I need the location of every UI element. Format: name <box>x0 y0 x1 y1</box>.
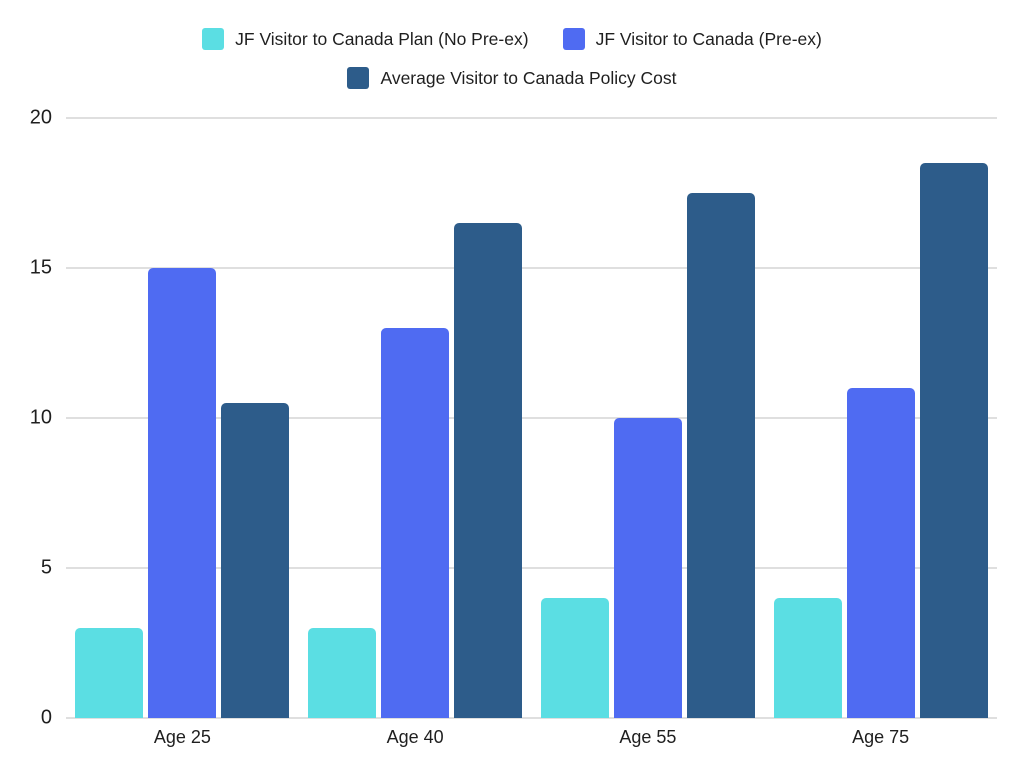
legend-label: Average Visitor to Canada Policy Cost <box>380 68 677 88</box>
x-axis-label-age-40: Age 40 <box>386 727 444 747</box>
legend-item-jf-visitor-to-canada-pre-ex: JF Visitor to Canada (Pre-ex) <box>562 28 822 50</box>
gridline-y-10 <box>66 417 997 419</box>
x-axis-labels: Age 25 Age 40 Age 55 Age 75 <box>66 727 997 748</box>
chart-legend: JF Visitor to Canada Plan (No Pre-ex) JF … <box>0 28 1024 89</box>
legend-swatch-icon <box>202 28 225 50</box>
bar-age-55-jf-visitor-to-canada-pre-ex <box>613 418 682 718</box>
legend-item-average-visitor-to-canada-policy-cost: Average Visitor to Canada Policy Cost <box>347 67 677 89</box>
legend-swatch-icon <box>347 67 370 89</box>
bar-group-age-55 <box>532 118 765 718</box>
legend-label: JF Visitor to Canada Plan (No Pre-ex) <box>235 29 529 49</box>
legend-label: JF Visitor to Canada (Pre-ex) <box>595 29 822 49</box>
legend-row-2: Average Visitor to Canada Policy Cost <box>347 67 677 89</box>
bar-age-55-jf-visitor-to-canada-plan-no-pre-ex <box>540 598 609 718</box>
bar-group-age-40 <box>299 118 532 718</box>
y-axis-tick-label: 0 <box>40 706 52 729</box>
bar-age-25-jf-visitor-to-canada-plan-no-pre-ex <box>75 628 144 718</box>
legend-row-1: JF Visitor to Canada Plan (No Pre-ex) JF … <box>202 28 822 50</box>
gridline-y-5 <box>66 567 997 569</box>
y-axis-tick-label: 10 <box>29 406 52 429</box>
y-axis-tick-label: 15 <box>29 256 52 279</box>
bar-group-age-75 <box>764 118 997 718</box>
bar-group-age-25 <box>66 118 299 718</box>
x-axis-label-age-55: Age 55 <box>619 727 677 747</box>
bar-age-25-jf-visitor-to-canada-pre-ex <box>148 268 217 718</box>
gridline-y-15 <box>66 267 997 269</box>
bar-groups <box>66 118 997 718</box>
gridline-y-20 <box>66 117 997 119</box>
bar-age-75-jf-visitor-to-canada-plan-no-pre-ex <box>773 598 842 718</box>
bar-age-75-average-visitor-to-canada-policy-cost <box>919 163 988 718</box>
bar-age-55-average-visitor-to-canada-policy-cost <box>686 193 755 718</box>
legend-item-jf-visitor-to-canada-plan-no-pre-ex: JF Visitor to Canada Plan (No Pre-ex) <box>202 28 529 50</box>
x-axis-label-age-75: Age 75 <box>852 727 910 747</box>
bar-age-40-jf-visitor-to-canada-plan-no-pre-ex <box>308 628 377 718</box>
y-axis-tick-label: 20 <box>29 106 52 129</box>
y-axis-tick-label: 5 <box>40 556 52 579</box>
bar-age-75-jf-visitor-to-canada-pre-ex <box>846 388 915 718</box>
bar-age-40-average-visitor-to-canada-policy-cost <box>454 223 523 718</box>
gridline-y-0 <box>66 717 997 719</box>
bar-age-25-average-visitor-to-canada-policy-cost <box>221 403 290 718</box>
plot-area: 0 5 10 15 20 <box>30 107 997 729</box>
bar-age-40-jf-visitor-to-canada-pre-ex <box>381 328 450 718</box>
legend-swatch-icon <box>562 28 585 50</box>
x-axis-label-age-25: Age 25 <box>153 727 211 747</box>
